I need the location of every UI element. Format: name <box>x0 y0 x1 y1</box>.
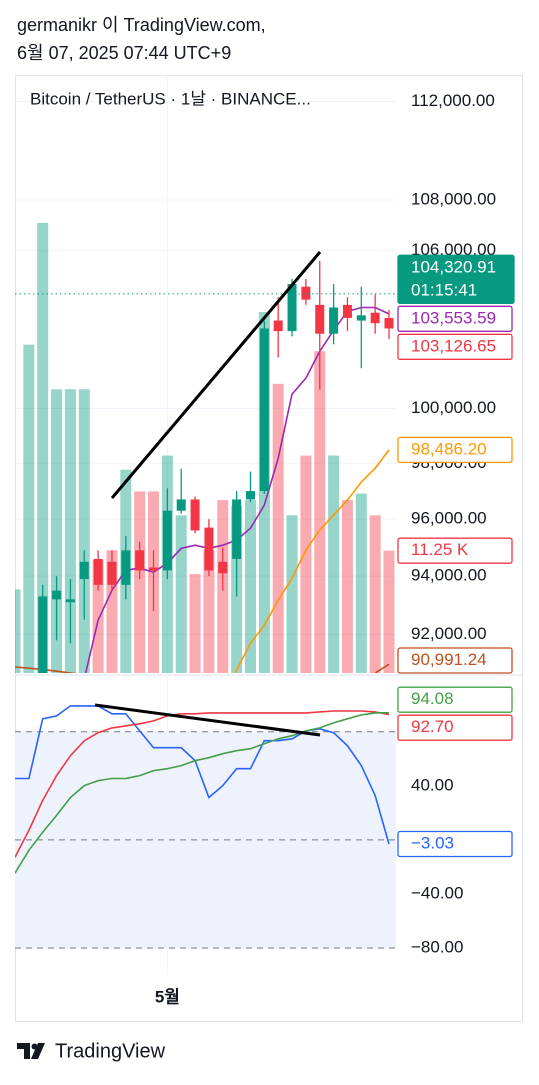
chart-frame <box>15 75 523 1022</box>
indicator-line <box>15 663 390 673</box>
chart-title: Bitcoin / TetherUS · 1날 · BINANCE... <box>30 89 311 108</box>
price-pane <box>15 222 396 673</box>
volume-bar <box>51 389 63 673</box>
price-badge-label: 92.70 <box>411 717 454 736</box>
indicator-line <box>15 705 390 845</box>
y-tick-label: 106,000.00 <box>411 240 496 259</box>
volume-bar <box>134 491 146 673</box>
price-badge-label: 103,126.65 <box>411 336 496 355</box>
y-tick-label: 108,000.00 <box>411 189 496 208</box>
candle-body <box>52 590 62 600</box>
candle-body <box>121 550 131 585</box>
tradingview-logo <box>17 1043 45 1059</box>
volume-bar <box>286 515 298 673</box>
candle-body <box>65 599 75 603</box>
volume-bar <box>15 589 21 673</box>
candle-body <box>107 561 117 585</box>
y-tick-label: −40.00 <box>411 883 463 902</box>
price-badge <box>397 537 513 564</box>
candle-body <box>149 567 159 571</box>
price-badge-label: 90,991.24 <box>411 650 487 669</box>
candle-body <box>38 596 48 673</box>
trend-line <box>110 251 322 499</box>
volume-bar <box>78 389 90 673</box>
volume-bar <box>300 455 312 673</box>
candle-body <box>190 499 200 531</box>
price-badge-label: 98,486.20 <box>411 439 487 458</box>
header-date: 6월 07, 2025 07:44 UTC+9 <box>17 43 231 63</box>
candle-body <box>356 315 366 321</box>
candle-body <box>287 284 297 332</box>
price-badge <box>397 830 513 858</box>
price-badges: 104,320.91 01:15:41 103,553.59 103,126.65 98… <box>397 254 515 858</box>
volume-bar <box>92 559 104 673</box>
volume-bar <box>272 383 284 673</box>
candle-body <box>245 491 255 500</box>
volume-bar <box>203 550 215 673</box>
candle-body <box>135 550 145 571</box>
candle-body <box>259 328 269 492</box>
candle-body <box>273 320 283 332</box>
volume-bar <box>106 550 118 673</box>
price-badge-label: 11.25 K <box>411 540 469 559</box>
price-badge <box>397 436 513 464</box>
volume-bar <box>369 515 381 673</box>
candle-body <box>232 499 242 559</box>
price-badge-label: 01:15:41 <box>411 280 477 299</box>
volume-bar <box>341 500 353 673</box>
volume-bar <box>175 515 187 673</box>
y-tick-label: 92,000.00 <box>411 624 487 643</box>
volume-bar <box>23 344 35 673</box>
price-badge <box>397 333 513 360</box>
price-badge-label: 103,553.59 <box>411 308 496 327</box>
candle-body <box>342 304 352 318</box>
candle-body <box>162 510 172 571</box>
y-tick-label: 96,000.00 <box>411 509 487 528</box>
candle-body <box>384 317 394 329</box>
candle-body <box>204 527 214 571</box>
volume-bar <box>328 455 340 673</box>
price-badge-label: 94.08 <box>411 689 454 708</box>
indicator-line <box>15 712 390 874</box>
y-tick-label: 112,000.00 <box>411 91 495 110</box>
candle-body <box>176 499 186 511</box>
indicator-line <box>84 306 390 673</box>
y-tick-label: 94,000.00 <box>411 566 487 585</box>
header-author: germanikr 이 TradingView.com, <box>17 15 266 35</box>
price-badge <box>397 254 515 304</box>
indicator-line <box>15 710 390 858</box>
price-badge-label: −3.03 <box>411 833 454 852</box>
price-badge <box>397 714 513 741</box>
divergence-line <box>94 703 321 737</box>
volume-bar <box>189 574 201 673</box>
candle-body <box>370 312 380 324</box>
volume-bar <box>383 550 395 673</box>
volume-bar <box>355 493 367 673</box>
volume-bar <box>314 351 326 673</box>
y-tick-label: −80.00 <box>411 937 463 956</box>
oscillator-pane <box>15 705 396 949</box>
price-badge <box>397 647 513 674</box>
y-tick-label: 40.00 <box>411 775 454 794</box>
price-badge <box>397 686 513 713</box>
volume-bar <box>244 500 256 673</box>
x-tick-label: 5월 <box>155 987 180 1006</box>
price-badge-label: 104,320.91 <box>411 257 496 276</box>
candle-body <box>301 286 311 300</box>
volume-bar <box>37 222 49 673</box>
candle-body <box>315 304 325 334</box>
candle-body <box>329 307 339 334</box>
y-tick-label: 100,000.00 <box>411 398 496 417</box>
volume-bar <box>64 389 76 673</box>
candle-body <box>93 558 103 585</box>
indicator-line <box>234 449 390 673</box>
brand-name: TradingView <box>55 1040 166 1062</box>
candle-body <box>218 561 228 574</box>
price-badge <box>397 305 513 332</box>
candle-body <box>79 561 89 580</box>
